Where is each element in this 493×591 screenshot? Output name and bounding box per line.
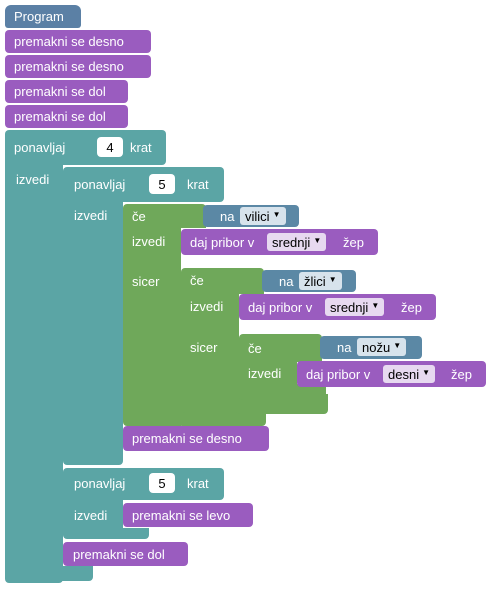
if-label: če <box>248 341 262 356</box>
sensor-label: na <box>337 340 352 355</box>
move-down-label: premakni se dol <box>73 547 165 562</box>
move-down-block[interactable]: premakni se dol <box>5 105 128 128</box>
repeat-times-label: krat <box>130 140 152 155</box>
place-cutlery-block[interactable]: daj pribor v srednji ▼ žep <box>239 294 436 320</box>
chevron-down-icon: ▼ <box>422 368 431 377</box>
sensor-dropdown-value: vilici <box>245 209 270 224</box>
move-right-label: premakni se desno <box>14 34 124 49</box>
repeat-loop-inner-bottom <box>63 528 149 539</box>
if-label: če <box>132 209 146 224</box>
pocket-label: žep <box>401 300 422 315</box>
chevron-down-icon: ▼ <box>393 341 402 350</box>
chevron-down-icon: ▼ <box>313 236 322 245</box>
sensor-block[interactable]: na vilici ▼ <box>203 205 299 227</box>
repeat-label: ponavljaj <box>74 177 126 192</box>
repeat-count-input[interactable]: 4 <box>97 137 123 157</box>
repeat-loop-outer-bottom <box>5 566 93 581</box>
if-else-block[interactable]: če izvedi sicer <box>181 268 239 413</box>
if-block-bottom <box>294 384 326 400</box>
if-else-block-top <box>178 204 206 228</box>
sensor-dropdown[interactable]: nožu ▼ <box>357 338 407 356</box>
sensor-block[interactable]: na nožu ▼ <box>320 336 422 359</box>
move-left-block[interactable]: premakni se levo <box>123 503 253 527</box>
do-label: izvedi <box>248 366 282 381</box>
if-else-block[interactable]: če izvedi sicer <box>123 204 181 426</box>
repeat-count-input[interactable]: 5 <box>149 473 175 493</box>
if-label: če <box>190 273 204 288</box>
repeat-label: ponavljaj <box>74 476 126 491</box>
do-label: izvedi <box>16 172 50 187</box>
place-cutlery-block[interactable]: daj pribor v desni ▼ žep <box>297 361 486 387</box>
sensor-dropdown-value: nožu <box>362 340 391 355</box>
pocket-dropdown-value: desni <box>388 367 420 382</box>
program-block[interactable]: Program <box>5 5 81 28</box>
move-down-label: premakni se dol <box>14 84 106 99</box>
sensor-dropdown-value: žlici <box>304 274 326 289</box>
program-title: Program <box>14 9 64 24</box>
place-cutlery-block[interactable]: daj pribor v srednji ▼ žep <box>181 229 378 255</box>
move-right-label: premakni se desno <box>132 431 242 446</box>
do-label: izvedi <box>74 508 108 523</box>
move-down-block[interactable]: premakni se dol <box>5 80 128 103</box>
pocket-label: žep <box>343 235 364 250</box>
sensor-block[interactable]: na žlici ▼ <box>262 270 356 292</box>
move-down-label: premakni se dol <box>14 109 106 124</box>
move-right-block[interactable]: premakni se desno <box>123 426 269 451</box>
move-right-label: premakni se desno <box>14 59 124 74</box>
pocket-dropdown[interactable]: desni ▼ <box>383 365 436 383</box>
else-label: sicer <box>132 274 160 289</box>
action-label: daj pribor v <box>248 300 313 315</box>
do-label: izvedi <box>132 234 166 249</box>
repeat-loop-inner[interactable]: ponavljaj 5 krat <box>63 468 224 500</box>
sensor-dropdown[interactable]: vilici ▼ <box>240 207 286 225</box>
pocket-dropdown-value: srednji <box>330 300 369 315</box>
pocket-label: žep <box>451 367 472 382</box>
repeat-count-input[interactable]: 5 <box>149 174 175 194</box>
move-right-block[interactable]: premakni se desno <box>5 55 151 78</box>
pocket-dropdown-value: srednji <box>272 235 311 250</box>
sensor-label: na <box>220 209 235 224</box>
if-block[interactable]: če izvedi <box>239 334 297 400</box>
else-label: sicer <box>190 340 218 355</box>
repeat-times-label: krat <box>187 476 209 491</box>
move-down-block[interactable]: premakni se dol <box>63 542 188 566</box>
if-else-block-top <box>236 268 264 294</box>
pocket-dropdown[interactable]: srednji ▼ <box>267 233 327 251</box>
chevron-down-icon: ▼ <box>272 210 281 219</box>
repeat-times-label: krat <box>187 177 209 192</box>
if-block-top <box>294 334 322 362</box>
action-label: daj pribor v <box>190 235 255 250</box>
action-label: daj pribor v <box>306 367 371 382</box>
chevron-down-icon: ▼ <box>328 275 337 284</box>
move-right-block[interactable]: premakni se desno <box>5 30 151 53</box>
repeat-label: ponavljaj <box>14 140 66 155</box>
pocket-dropdown[interactable]: srednji ▼ <box>325 298 385 316</box>
repeat-loop-inner-arm: izvedi <box>63 200 123 465</box>
chevron-down-icon: ▼ <box>371 301 380 310</box>
repeat-loop-inner[interactable]: ponavljaj 5 krat <box>63 167 224 202</box>
move-left-label: premakni se levo <box>132 508 231 523</box>
do-label: izvedi <box>74 208 108 223</box>
sensor-label: na <box>279 274 294 289</box>
do-label: izvedi <box>190 299 224 314</box>
repeat-loop-outer[interactable]: ponavljaj 4 krat <box>5 130 166 165</box>
sensor-dropdown[interactable]: žlici ▼ <box>299 272 342 290</box>
repeat-loop-outer-arm: izvedi <box>5 163 63 583</box>
